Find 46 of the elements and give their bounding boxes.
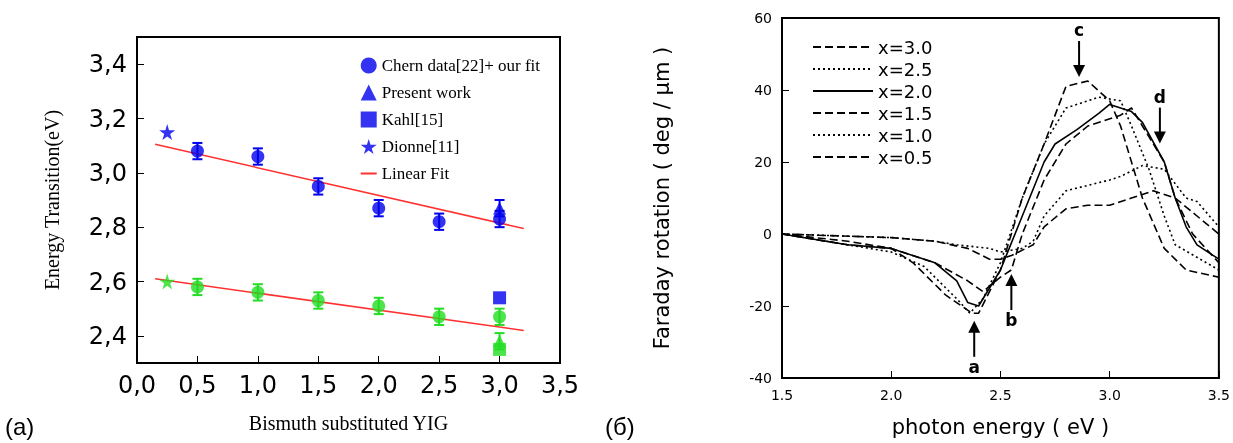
legend-label: Linear Fit [381,164,450,183]
x-tick-label: 2.0 [880,387,903,403]
x-tick-label: 2,5 [420,371,459,399]
y-tick-label: 0 [763,226,772,242]
legend-label: x=1.5 [878,102,933,124]
y-tick-label: 3,2 [88,104,127,133]
y-tick-label: -40 [749,370,772,386]
x-tick-label: 0,0 [117,371,157,399]
annotation: d [1153,86,1166,107]
x-tick-label: 2.5 [989,387,1012,403]
x-tick-label: 0,5 [178,371,217,399]
legend-label: x=2.5 [878,58,933,80]
x-tick-label: 2,0 [359,371,398,399]
x-tick-label: 3,5 [540,371,580,399]
y-tick-label: 20 [754,154,772,170]
text: (б) [605,412,635,440]
x-tick-label: 3,0 [480,371,519,399]
x-axis-title: Bismuth substituted YIG [248,412,449,434]
x-tick-label: 1,5 [299,371,338,399]
annotation: c [1074,20,1085,40]
x-tick-label: 1.5 [770,387,794,403]
annotation: b [1005,310,1018,330]
legend-label: x=2.0 [878,80,933,102]
y-tick-label: 2,8 [88,213,127,242]
legend-label: x=3.0 [878,36,933,58]
text: (a) [5,412,35,440]
y-tick-label: 40 [754,82,772,98]
y-axis-title: Faraday rotation ( deg / μm ) [649,46,674,350]
legend-label: Chern data[22]+ our fit [381,56,541,75]
x-tick-label: 1,0 [238,371,277,399]
legend-label: Present work [381,83,472,102]
y-tick-label: 3,4 [88,50,127,79]
y-axis-title: Energy Transition(eV) [41,109,64,291]
legend-label: x=0.5 [878,146,933,168]
annotation: a [968,356,980,377]
y-tick-label: -20 [749,298,772,314]
x-tick-label: 3.5 [1207,387,1230,403]
y-tick-label: 2,4 [88,321,127,350]
y-tick-label: 2,6 [88,267,127,296]
y-tick-label: 3,0 [88,158,127,187]
x-tick-label: 3.0 [1098,387,1121,403]
y-tick-label: 60 [754,10,772,26]
legend-label: x=1.0 [878,124,933,146]
x-axis-title: photon energy ( eV ) [891,414,1110,439]
legend-label: Kahl[15] [381,110,444,129]
legend-label: Dionne[11] [381,137,460,156]
